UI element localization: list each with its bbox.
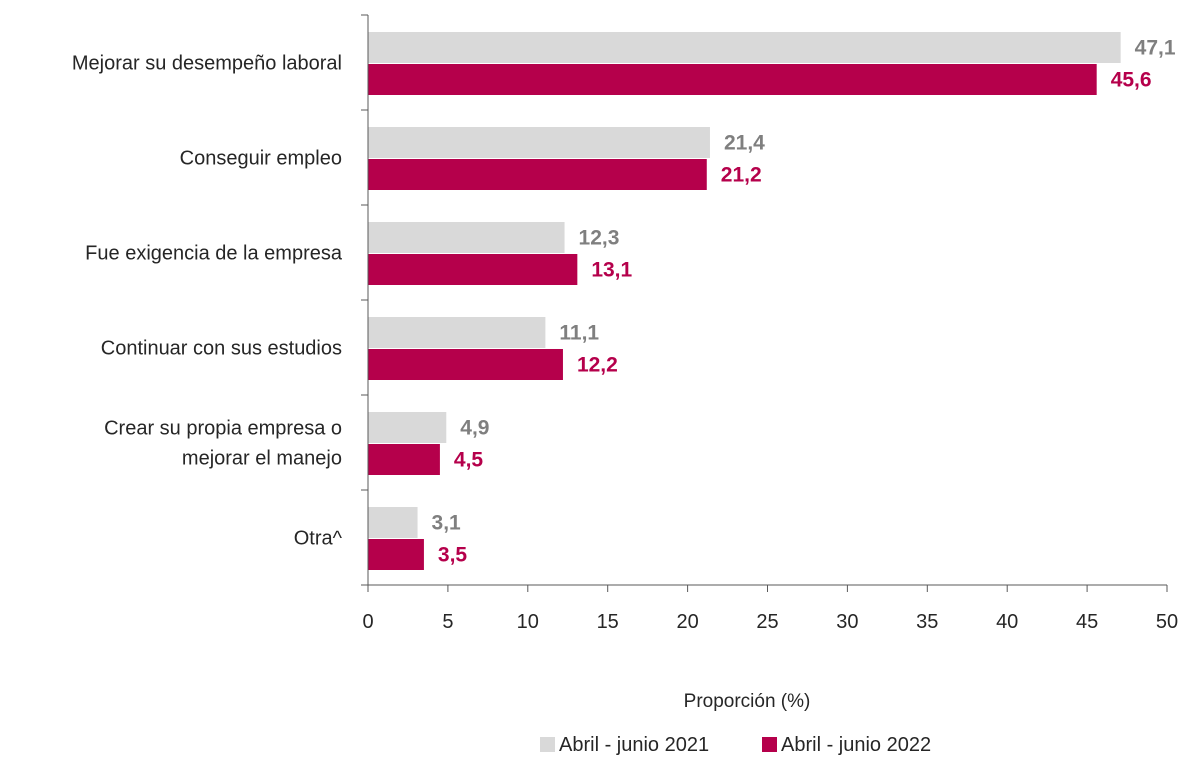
bar-series1 bbox=[368, 317, 546, 348]
bars-group bbox=[368, 32, 1121, 570]
legend: Abril - junio 2021 Abril - junio 2022 bbox=[540, 734, 931, 756]
x-tick-label: 30 bbox=[836, 611, 858, 633]
data-label: 21,4 bbox=[724, 132, 765, 155]
legend-label: Abril - junio 2022 bbox=[781, 734, 931, 756]
category-label: Conseguir empleo bbox=[180, 148, 342, 170]
x-tick-label: 35 bbox=[916, 611, 938, 633]
x-tick-label: 50 bbox=[1156, 611, 1178, 633]
labels-group: 47,1 21,4 12,3 11,1 4,9 3,1 45,6 21,2 13,1 12,2 4,… bbox=[72, 37, 1176, 567]
data-label: 4,5 bbox=[454, 449, 484, 472]
bar-series2 bbox=[368, 349, 563, 380]
bar-series1 bbox=[368, 412, 447, 443]
data-label: 12,2 bbox=[577, 354, 618, 377]
data-label: 4,9 bbox=[460, 417, 489, 440]
category-label: Otra^ bbox=[294, 528, 343, 550]
bar-series2 bbox=[368, 539, 424, 570]
data-label: 13,1 bbox=[591, 259, 632, 282]
legend-swatch bbox=[762, 737, 777, 752]
bar-series1 bbox=[368, 507, 418, 538]
category-label: Mejorar su desempeño laboral bbox=[72, 53, 342, 75]
category-label: mejorar el manejo bbox=[182, 448, 342, 470]
data-label: 21,2 bbox=[721, 164, 762, 187]
data-label: 12,3 bbox=[579, 227, 620, 250]
category-label: Continuar con sus estudios bbox=[101, 338, 342, 360]
bar-series1 bbox=[368, 222, 565, 253]
x-tick-label: 15 bbox=[597, 611, 619, 633]
bar-series2 bbox=[368, 254, 578, 285]
bar-series1 bbox=[368, 127, 710, 158]
data-label: 47,1 bbox=[1135, 37, 1176, 60]
bar-series2 bbox=[368, 64, 1097, 95]
axes-group: 0 5 10 15 20 25 30 35 40 45 50 bbox=[361, 14, 1178, 633]
legend-label: Abril - junio 2021 bbox=[559, 734, 709, 756]
category-label: Crear su propia empresa o bbox=[104, 418, 342, 440]
x-tick-label: 0 bbox=[362, 611, 373, 633]
x-tick-label: 40 bbox=[996, 611, 1018, 633]
category-label: Fue exigencia de la empresa bbox=[85, 243, 343, 265]
bar-series2 bbox=[368, 159, 707, 190]
x-tick-label: 5 bbox=[442, 611, 453, 633]
x-tick-label: 45 bbox=[1076, 611, 1098, 633]
data-label: 3,5 bbox=[438, 544, 468, 567]
x-tick-label: 10 bbox=[517, 611, 539, 633]
bar-series1 bbox=[368, 32, 1121, 63]
data-label: 3,1 bbox=[432, 512, 462, 535]
x-tick-label: 25 bbox=[756, 611, 778, 633]
legend-swatch bbox=[540, 737, 555, 752]
data-label: 11,1 bbox=[559, 322, 599, 345]
x-tick-label: 20 bbox=[676, 611, 698, 633]
x-axis-title: Proporción (%) bbox=[684, 691, 811, 712]
bar-series2 bbox=[368, 444, 440, 475]
data-label: 45,6 bbox=[1111, 69, 1152, 92]
